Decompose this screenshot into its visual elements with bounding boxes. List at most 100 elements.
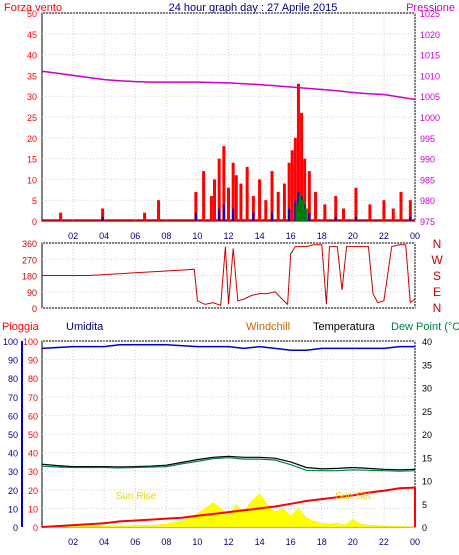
humidity-tick-label: 50 <box>8 430 18 440</box>
temp-tick-label: 20 <box>422 430 432 440</box>
gust-bar <box>296 83 300 221</box>
gust-bar <box>227 187 230 221</box>
direction-line <box>42 244 416 306</box>
direction-tick-label: 90 <box>27 288 37 298</box>
gust-bar <box>258 179 262 221</box>
temp-x-tick-label: 12 <box>223 537 233 547</box>
wind-bar <box>271 212 274 221</box>
wind-bar <box>232 208 235 221</box>
direction-tick-label: 360 <box>22 239 37 249</box>
humidity-tick-label: 20 <box>8 486 18 496</box>
wind-avg-bar <box>295 204 299 221</box>
gust-bar <box>276 191 280 221</box>
gust-bar <box>287 162 291 221</box>
pressure-tick-label: 1010 <box>420 71 440 81</box>
direction-series <box>42 244 416 306</box>
gust-bar <box>408 200 412 221</box>
compass-label: S <box>433 269 441 283</box>
compass-label: N <box>433 301 442 315</box>
pressure-tick-label: 1005 <box>420 92 440 102</box>
wind-tick-label: 0 <box>32 217 37 227</box>
gust-bar <box>399 191 403 221</box>
wind-x-tick-label: 08 <box>161 231 171 241</box>
rain-tick-label: 100 <box>23 337 38 347</box>
rain-tick-label: 50 <box>28 430 38 440</box>
rain-tick-label: 30 <box>28 467 38 477</box>
wind-bar <box>300 196 303 221</box>
gust-bar <box>157 200 161 221</box>
wind-bar <box>354 216 357 221</box>
sunset-label: Sun Set <box>335 491 371 502</box>
pressure-tick-label: 985 <box>420 175 435 185</box>
wind-tick-label: 5 <box>32 196 37 206</box>
pressure-tick-label: 995 <box>420 134 435 144</box>
temperature-series <box>41 455 416 471</box>
temp-x-tick-label: 00 <box>410 537 420 547</box>
windchill-label: Windchill <box>246 321 290 333</box>
temp-x-tick-label: 22 <box>379 537 389 547</box>
gust-bar <box>239 183 243 221</box>
wind-tick-label: 35 <box>27 71 37 81</box>
gust-bar <box>217 158 221 221</box>
pressure-tick-label: 980 <box>420 196 435 206</box>
wind-avg-bar <box>298 196 302 221</box>
gust-bar <box>307 171 311 221</box>
gust-bar <box>101 208 105 221</box>
temp-y-ticks: 0 5 10 15 20 25 30 35 40 <box>422 337 432 533</box>
temp-x-tick-label: 18 <box>317 537 327 547</box>
wind-x-tick-label: 12 <box>223 231 233 241</box>
rain-tick-label: 40 <box>28 449 38 459</box>
pressure-y-ticks: 975 980 985 990 995 1000 1005 1010 1015 1020 1025 <box>420 9 440 227</box>
gust-bar <box>282 183 286 221</box>
wind-tick-label: 30 <box>27 92 37 102</box>
rain-rate-area <box>42 493 416 528</box>
rain-tick-label: 0 <box>33 523 38 533</box>
gust-bar <box>245 166 249 221</box>
wind-bar <box>222 204 225 221</box>
pressure-tick-label: 975 <box>420 217 435 227</box>
wind-x-tick-label: 20 <box>348 231 358 241</box>
temp-tick-label: 30 <box>422 384 432 394</box>
wind-x-tick-label: 06 <box>130 231 140 241</box>
temp-gridlines <box>42 340 416 527</box>
gust-bar <box>293 137 297 221</box>
humidity-y-ticks: 0 0 10 10 20 20 30 30 40 40 50 50 60 60 70 70 80 80 90 90 10… <box>3 337 38 533</box>
gust-bar <box>290 150 294 221</box>
gust-bar <box>354 187 358 221</box>
temp-x-tick-label: 14 <box>255 537 265 547</box>
chart-title: 24 hour graph day : 27 Aprile 2015 <box>169 2 338 14</box>
temp-lines <box>41 343 416 528</box>
compass-label: N <box>433 237 442 251</box>
wind-bar <box>252 212 255 221</box>
temp-tick-label: 0 <box>422 523 427 533</box>
gust-bar <box>251 196 255 221</box>
rain-rate-series <box>42 493 416 528</box>
temp-tick-label: 15 <box>422 453 432 463</box>
wind-x-tick-label: 18 <box>317 231 327 241</box>
humidity-label: Umidita <box>66 321 104 333</box>
wind-bar <box>334 216 337 221</box>
rain-tick-label: 20 <box>28 486 38 496</box>
temp-x-tick-label: 08 <box>161 537 171 547</box>
dewpoint-label: Dew Point (°C <box>391 321 459 333</box>
compass-label: E <box>433 285 441 299</box>
temp-x-tick-label: 06 <box>130 537 140 547</box>
gust-bar <box>213 179 217 221</box>
wind-gridlines <box>42 12 416 221</box>
humidity-tick-label: 30 <box>8 467 18 477</box>
wind-bar <box>294 200 297 221</box>
pressure-axis-label: Pressione <box>406 2 455 14</box>
humidity-tick-label: 0 <box>13 523 18 533</box>
direction-gridlines <box>42 242 416 309</box>
temp-x-tick-label: 16 <box>286 537 296 547</box>
wind-bar <box>194 212 197 221</box>
wind-x-tick-label: 22 <box>379 231 389 241</box>
temp-x-tick-label: 20 <box>348 537 358 547</box>
temp-x-tick-label: 02 <box>68 537 78 547</box>
humidity-tick-label: 70 <box>8 393 18 403</box>
wind-x-ticks: 02 04 06 08 10 12 14 16 18 20 22 00 <box>68 231 420 241</box>
humidity-tick-label: 60 <box>8 411 18 421</box>
temp-tick-label: 5 <box>422 500 427 510</box>
